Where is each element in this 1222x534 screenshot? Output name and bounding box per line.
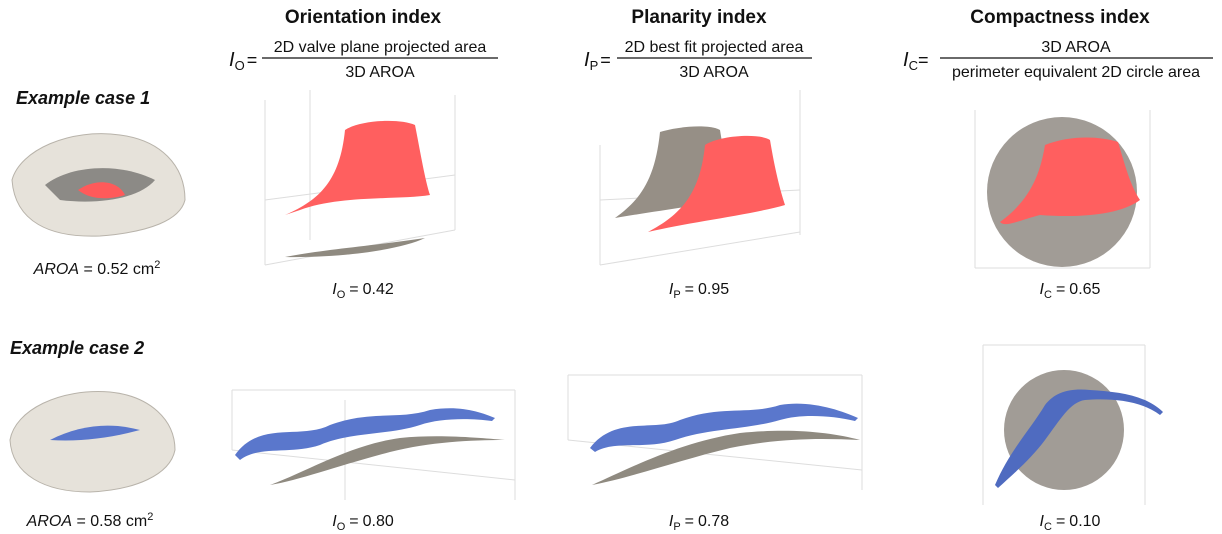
value: 0.80 — [363, 513, 394, 530]
value: 0.95 — [698, 281, 729, 298]
denominator: 3D AROA — [679, 64, 749, 81]
symbol: I — [584, 49, 590, 71]
numerator: 3D AROA — [1041, 39, 1111, 56]
equivalent-circle — [1004, 370, 1124, 490]
equals: = — [76, 513, 85, 530]
index-result: IP = 0.95 — [669, 281, 729, 301]
equals: = — [247, 50, 258, 70]
value: 0.65 — [1069, 281, 1100, 298]
projection — [270, 436, 505, 485]
subscript: P — [673, 289, 680, 301]
formula-lhs: IC= — [903, 49, 928, 73]
symbol: I — [332, 281, 337, 298]
value: 0.78 — [698, 513, 729, 530]
column-title: Orientation index — [285, 7, 442, 28]
unit: cm — [133, 261, 154, 278]
index-result: IC = 0.10 — [1040, 513, 1101, 533]
subscript: P — [673, 521, 680, 533]
row-label: Example case 1 — [16, 88, 150, 108]
symbol: I — [332, 513, 337, 530]
formula-lhs: IO = — [229, 49, 257, 73]
symbol: I — [669, 513, 674, 530]
symbol: I — [229, 49, 235, 71]
denominator: 3D AROA — [345, 64, 415, 81]
column-title: Planarity index — [631, 7, 767, 28]
symbol: AROA — [26, 513, 72, 530]
symbol: AROA — [33, 261, 79, 278]
equals: = — [918, 50, 929, 70]
axes-grid — [974, 110, 1151, 269]
exponent: 2 — [147, 511, 153, 523]
value: 0.58 — [90, 513, 121, 530]
denominator: perimeter equivalent 2D circle area — [952, 64, 1200, 81]
index-result: IO = 0.80 — [332, 513, 394, 533]
value: 0.52 — [97, 261, 128, 278]
aroa-label: AROA = 0.52 cm2 — [33, 259, 161, 278]
axes-grid — [231, 389, 516, 500]
subscript: O — [337, 521, 346, 533]
projection — [285, 238, 425, 258]
subscript: O — [337, 289, 346, 301]
aroa-surface — [285, 120, 430, 215]
aroa-surface — [648, 135, 785, 232]
equals: = — [600, 50, 611, 70]
index-result: IP = 0.78 — [669, 513, 729, 533]
equals: = — [349, 513, 358, 530]
aroa-surface — [235, 408, 495, 460]
symbol: I — [1040, 513, 1045, 530]
equals: = — [83, 261, 92, 278]
subscript: O — [235, 58, 245, 73]
valve-model — [11, 133, 186, 237]
row-label: Example case 2 — [10, 338, 144, 358]
subscript: P — [590, 58, 599, 73]
column-title: Compactness index — [970, 7, 1150, 28]
index-result: IC = 0.65 — [1040, 281, 1101, 301]
equals: = — [1056, 513, 1065, 530]
exponent: 2 — [154, 259, 160, 271]
subscript: C — [1044, 289, 1052, 301]
equals: = — [1056, 281, 1065, 298]
symbol: I — [669, 281, 674, 298]
subscript: C — [1044, 521, 1052, 533]
subscript: C — [909, 58, 918, 73]
value: 0.10 — [1069, 513, 1100, 530]
aroa-surface — [590, 403, 858, 452]
numerator: 2D best fit projected area — [625, 39, 804, 56]
formula-lhs: IP = — [584, 49, 611, 73]
value: 0.42 — [363, 281, 394, 298]
aroa-surface — [1000, 137, 1140, 225]
index-result: IO = 0.42 — [332, 281, 394, 301]
symbol: I — [1040, 281, 1045, 298]
equals: = — [349, 281, 358, 298]
equals: = — [685, 513, 694, 530]
valve-model — [9, 391, 176, 493]
best-fit-plane — [592, 430, 860, 485]
unit: cm — [126, 513, 147, 530]
equals: = — [685, 281, 694, 298]
axes-grid — [982, 344, 1146, 505]
symbol: I — [903, 49, 909, 71]
numerator: 2D valve plane projected area — [274, 39, 487, 56]
aroa-surface — [995, 389, 1163, 488]
aroa-label: AROA = 0.58 cm2 — [26, 511, 154, 530]
